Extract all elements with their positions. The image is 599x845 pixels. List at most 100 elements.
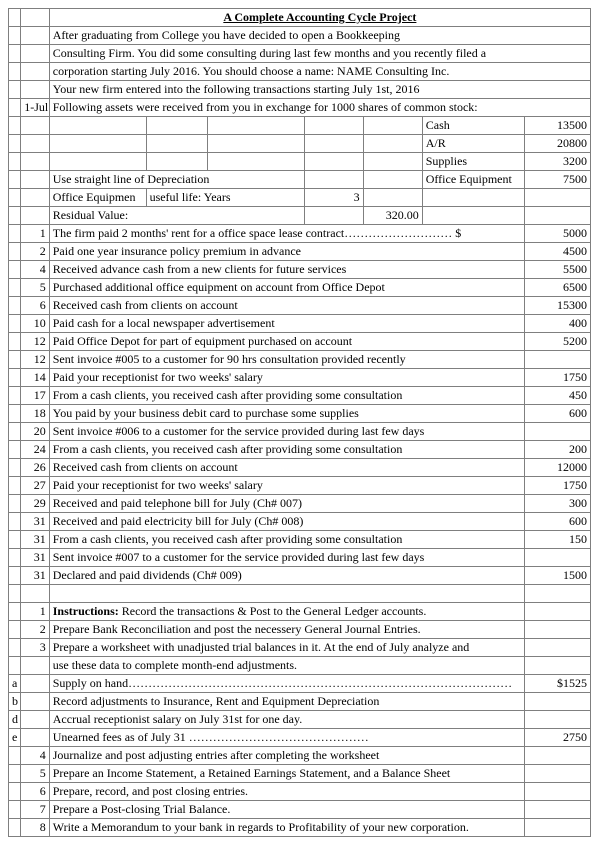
asset-value: 3200 xyxy=(524,153,590,171)
instr-amount xyxy=(524,639,590,657)
tx-desc: Paid your receptionist for two weeks' sa… xyxy=(49,369,524,387)
tx-amount: 4500 xyxy=(524,243,590,261)
tx-day: 31 xyxy=(21,531,50,549)
tx-day: 18 xyxy=(21,405,50,423)
instr-amount xyxy=(524,747,590,765)
tx-desc: Sent invoice #006 to a customer for the … xyxy=(49,423,524,441)
tx-day: 4 xyxy=(21,261,50,279)
tx-desc: Declared and paid dividends (Ch# 009) xyxy=(49,567,524,585)
asset-label: Cash xyxy=(422,117,524,135)
tx-desc: Received and paid telephone bill for Jul… xyxy=(49,495,524,513)
tx-day: 1 xyxy=(21,225,50,243)
instr-amount xyxy=(524,711,590,729)
instr-desc: use these data to complete month-end adj… xyxy=(49,657,524,675)
instr-num xyxy=(21,693,50,711)
intro-line: Consulting Firm. You did some consulting… xyxy=(49,45,590,63)
tx-amount: 1750 xyxy=(524,477,590,495)
tx-desc: You paid by your business debit card to … xyxy=(49,405,524,423)
instr-prefix: e xyxy=(9,729,21,747)
instr-desc: Instructions: Record the transactions & … xyxy=(49,603,524,621)
accounting-spreadsheet: A Complete Accounting Cycle ProjectAfter… xyxy=(8,8,591,837)
tx-amount: 600 xyxy=(524,513,590,531)
tx-amount: 450 xyxy=(524,387,590,405)
tx-day: 17 xyxy=(21,387,50,405)
tx-day: 26 xyxy=(21,459,50,477)
asset-value: 7500 xyxy=(524,171,590,189)
instr-desc: Unearned fees as of July 31 ………………………………… xyxy=(49,729,524,747)
instr-num: 3 xyxy=(21,639,50,657)
instr-num: 5 xyxy=(21,765,50,783)
instr-prefix xyxy=(9,747,21,765)
tx-amount xyxy=(524,351,590,369)
tx-desc: The firm paid 2 months' rent for a offic… xyxy=(49,225,524,243)
tx-amount xyxy=(524,549,590,567)
tx-day: 20 xyxy=(21,423,50,441)
depreciation-note: Use straight line of Depreciation xyxy=(49,171,304,189)
instr-amount xyxy=(524,801,590,819)
tx-desc: From a cash clients, you received cash a… xyxy=(49,531,524,549)
residual-value: 320.00 xyxy=(363,207,422,225)
instr-num xyxy=(21,657,50,675)
tx-amount: 1750 xyxy=(524,369,590,387)
tx-desc: Sent invoice #005 to a customer for 90 h… xyxy=(49,351,524,369)
tx-day: 31 xyxy=(21,567,50,585)
tx-amount: 12000 xyxy=(524,459,590,477)
instr-num: 4 xyxy=(21,747,50,765)
tx-amount: 5000 xyxy=(524,225,590,243)
instr-num: 8 xyxy=(21,819,50,837)
tx-day: 12 xyxy=(21,351,50,369)
tx-amount: 6500 xyxy=(524,279,590,297)
instr-num: 1 xyxy=(21,603,50,621)
instr-desc: Record adjustments to Insurance, Rent an… xyxy=(49,693,524,711)
assets-intro: Following assets were received from you … xyxy=(49,99,590,117)
instr-amount xyxy=(524,819,590,837)
instr-desc: Journalize and post adjusting entries af… xyxy=(49,747,524,765)
instr-amount xyxy=(524,621,590,639)
residual-label: Residual Value: xyxy=(49,207,304,225)
instr-amount xyxy=(524,765,590,783)
date-label: 1-Jul xyxy=(21,99,50,117)
instr-prefix xyxy=(9,639,21,657)
tx-day: 24 xyxy=(21,441,50,459)
tx-day: 27 xyxy=(21,477,50,495)
asset-value: 13500 xyxy=(524,117,590,135)
tx-day: 2 xyxy=(21,243,50,261)
intro-line: corporation starting July 2016. You shou… xyxy=(49,63,590,81)
instr-prefix xyxy=(9,621,21,639)
tx-amount: 5500 xyxy=(524,261,590,279)
instr-prefix xyxy=(9,819,21,837)
instr-desc: Prepare, record, and post closing entrie… xyxy=(49,783,524,801)
instr-prefix xyxy=(9,783,21,801)
instr-amount xyxy=(524,657,590,675)
tx-desc: From a cash clients, you received cash a… xyxy=(49,387,524,405)
tx-desc: Sent invoice #007 to a customer for the … xyxy=(49,549,524,567)
tx-amount: 1500 xyxy=(524,567,590,585)
instr-prefix: d xyxy=(9,711,21,729)
tx-day: 29 xyxy=(21,495,50,513)
instr-prefix: b xyxy=(9,693,21,711)
instr-num xyxy=(21,711,50,729)
instr-prefix xyxy=(9,801,21,819)
asset-label: A/R xyxy=(422,135,524,153)
tx-desc: Paid cash for a local newspaper advertis… xyxy=(49,315,524,333)
asset-value: 20800 xyxy=(524,135,590,153)
tx-amount: 200 xyxy=(524,441,590,459)
tx-desc: Paid one year insurance policy premium i… xyxy=(49,243,524,261)
instr-amount xyxy=(524,693,590,711)
life-label-a: Office Equipmen xyxy=(49,189,146,207)
tx-day: 10 xyxy=(21,315,50,333)
tx-amount: 600 xyxy=(524,405,590,423)
tx-desc: Received and paid electricity bill for J… xyxy=(49,513,524,531)
tx-desc: From a cash clients, you received cash a… xyxy=(49,441,524,459)
instr-amount xyxy=(524,603,590,621)
tx-desc: Paid your receptionist for two weeks' sa… xyxy=(49,477,524,495)
tx-day: 12 xyxy=(21,333,50,351)
instr-amount: $1525 xyxy=(524,675,590,693)
tx-day: 6 xyxy=(21,297,50,315)
tx-amount xyxy=(524,423,590,441)
tx-amount: 5200 xyxy=(524,333,590,351)
intro-line: Your new firm entered into the following… xyxy=(49,81,590,99)
tx-desc: Paid Office Depot for part of equipment … xyxy=(49,333,524,351)
intro-line: After graduating from College you have d… xyxy=(49,27,590,45)
instr-desc: Prepare a Post-closing Trial Balance. xyxy=(49,801,524,819)
